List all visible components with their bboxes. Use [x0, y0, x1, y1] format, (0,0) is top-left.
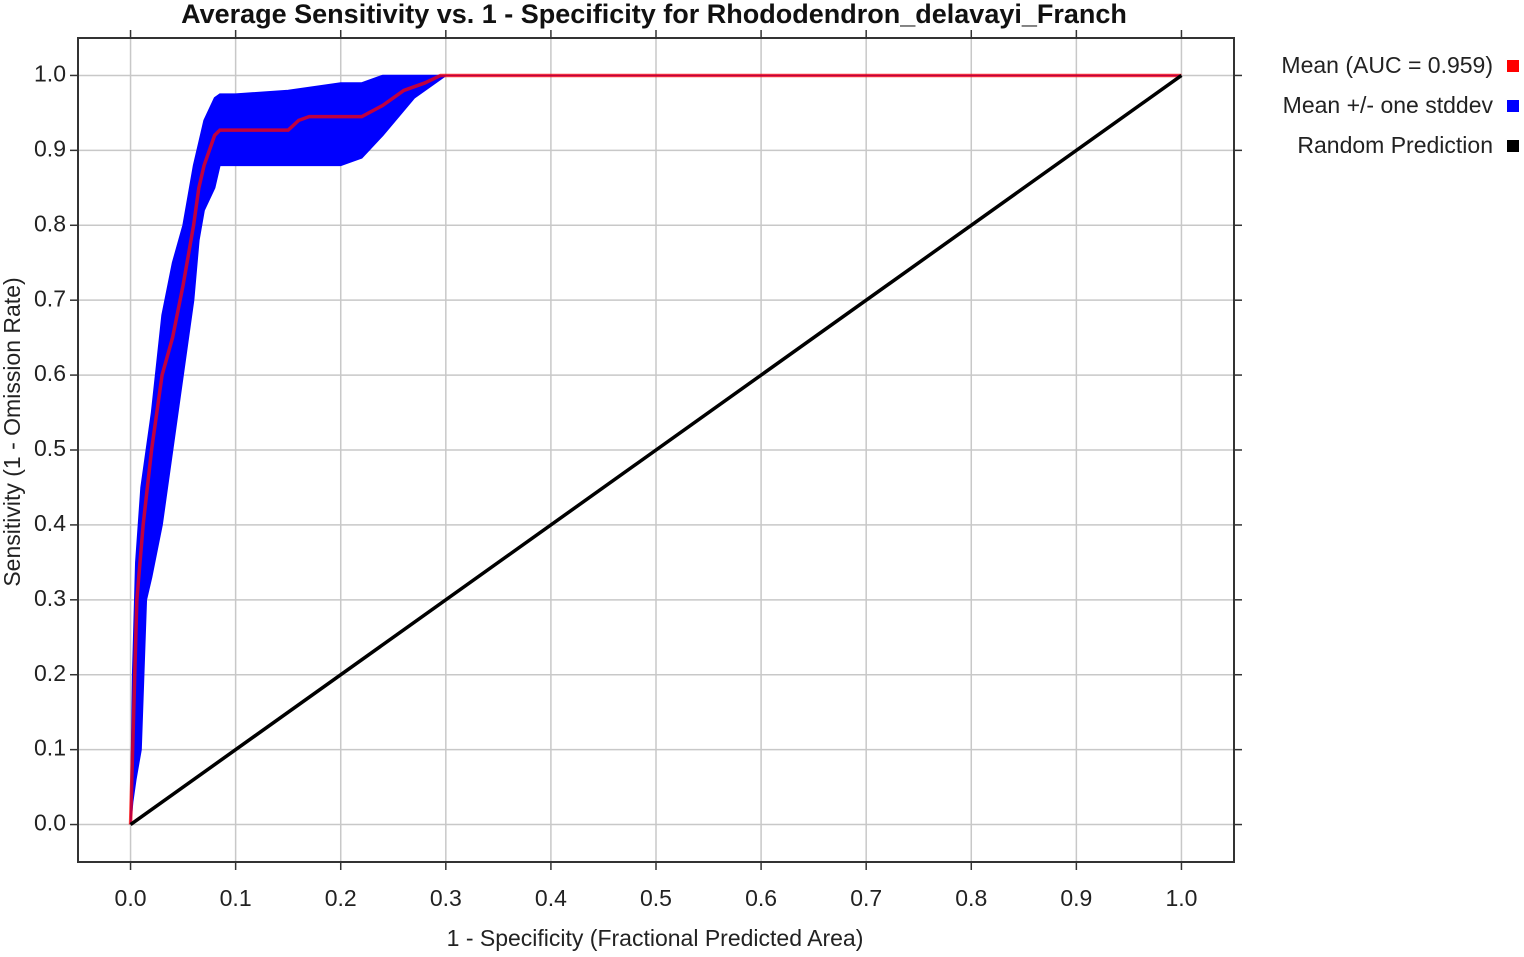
legend-swatch: [1507, 60, 1519, 72]
x-tick-label: 0.2: [325, 885, 357, 911]
y-tick-label: 0.1: [34, 735, 66, 761]
y-tick-label: 0.9: [34, 135, 66, 161]
legend-label: Mean (AUC = 0.959): [1281, 52, 1493, 78]
y-tick-label: 0.5: [34, 435, 66, 461]
legend-swatch: [1507, 100, 1519, 112]
line: [128, 73, 1182, 825]
x-tick-label: 0.0: [115, 885, 147, 911]
chart-title: Average Sensitivity vs. 1 - Specificity …: [181, 0, 1127, 29]
x-tick-label: 0.4: [535, 885, 567, 911]
x-tick-label: 0.1: [220, 885, 252, 911]
x-tick-label: 0.3: [430, 885, 462, 911]
y-tick-label: 0.3: [34, 585, 66, 611]
y-tick-label: 1.0: [34, 61, 66, 87]
legend-label: Random Prediction: [1297, 132, 1493, 158]
x-axis-label: 1 - Specificity (Fractional Predicted Ar…: [447, 925, 864, 951]
plot-frame: [77, 37, 1235, 863]
y-tick-label: 0.6: [34, 360, 66, 386]
y-tick-label: 0.4: [34, 510, 66, 536]
x-tick-label: 0.8: [955, 885, 987, 911]
y-tick-label: 0.0: [34, 810, 66, 836]
x-tick-label: 0.7: [850, 885, 882, 911]
stddev-band: [129, 74, 1182, 825]
line: [129, 74, 1183, 826]
legend-label: Mean +/- one stddev: [1283, 92, 1494, 118]
y-tick-label: 0.8: [34, 210, 66, 236]
x-tick-label: 0.6: [745, 885, 777, 911]
x-tick-label: 1.0: [1165, 885, 1197, 911]
x-tick-label: 0.5: [640, 885, 672, 911]
legend-swatch: [1507, 140, 1519, 152]
y-tick-label: 0.7: [34, 285, 66, 311]
y-tick-label: 0.2: [34, 660, 66, 686]
x-tick-label: 0.9: [1060, 885, 1092, 911]
y-axis-label: Sensitivity (1 - Omission Rate): [0, 277, 25, 586]
